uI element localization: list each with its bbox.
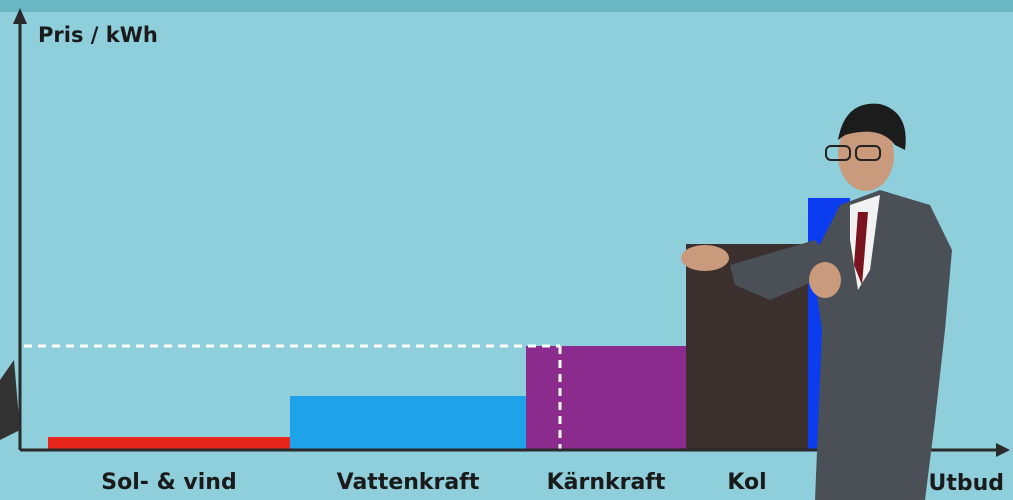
bar bbox=[526, 346, 686, 450]
x-axis-label: Utbud bbox=[928, 471, 1004, 496]
x-tick-label: Kol bbox=[727, 470, 766, 495]
x-tick-label: Vattenkraft bbox=[337, 470, 480, 495]
x-tick-label: Sol- & vind bbox=[101, 470, 236, 495]
y-axis-label: Pris / kWh bbox=[38, 23, 158, 47]
top-band bbox=[0, 0, 1013, 12]
x-tick-label: Kärnkraft bbox=[547, 470, 666, 495]
screen: Sol- & vindVattenkraftKärnkraftKolO Pris… bbox=[0, 0, 1013, 500]
bar bbox=[290, 396, 526, 450]
bar bbox=[48, 437, 290, 450]
